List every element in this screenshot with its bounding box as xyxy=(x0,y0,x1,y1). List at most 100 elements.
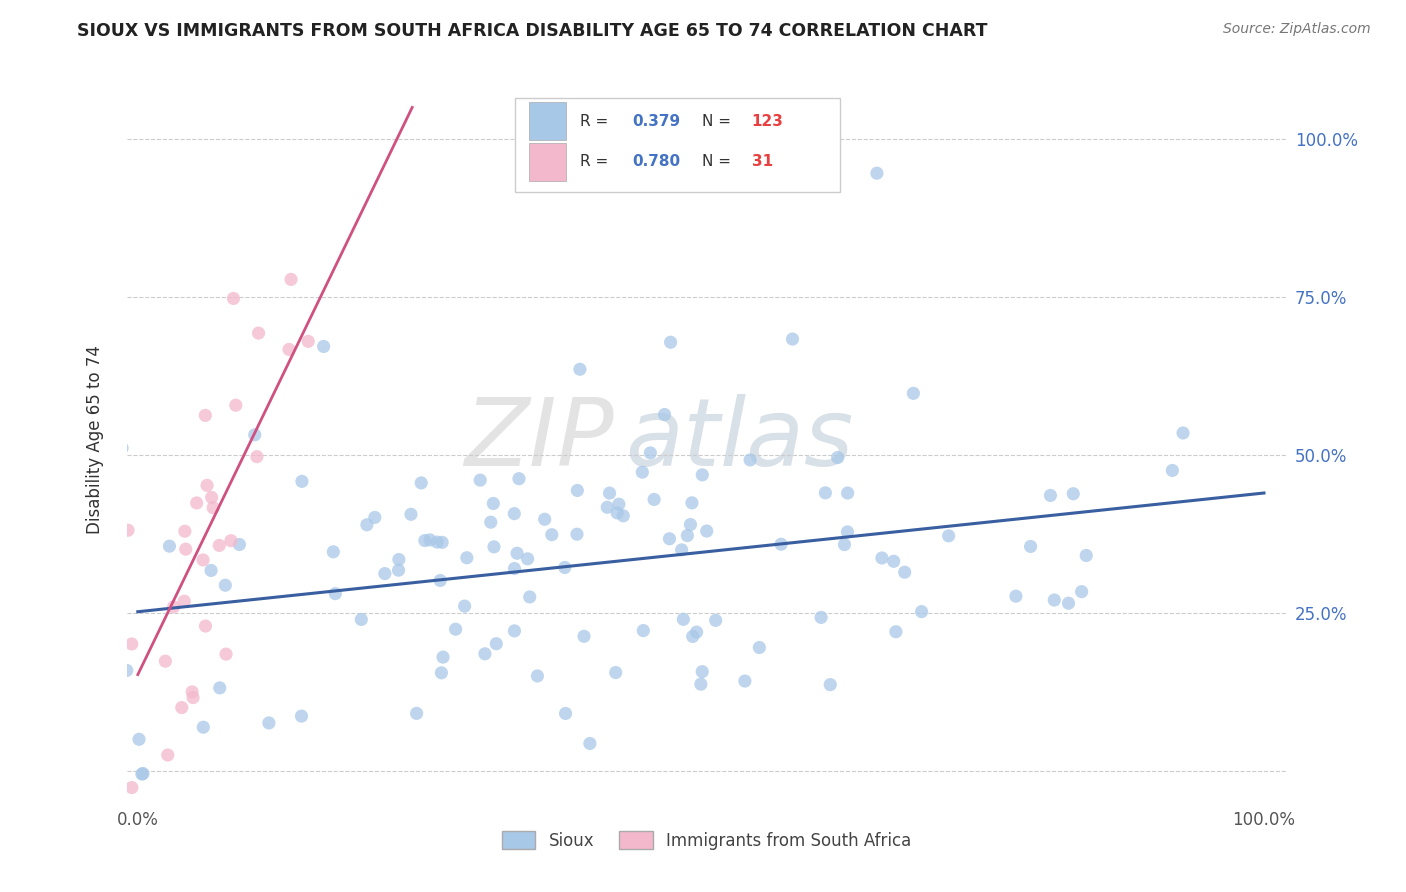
Text: N =: N = xyxy=(702,114,735,128)
Point xyxy=(201,491,224,505)
Point xyxy=(387,563,409,577)
Text: R =: R = xyxy=(581,114,613,128)
Point xyxy=(243,427,266,442)
Point xyxy=(105,558,128,572)
Point xyxy=(246,450,269,464)
Point xyxy=(503,561,526,575)
Point xyxy=(21,637,44,651)
Point xyxy=(485,637,508,651)
Text: atlas: atlas xyxy=(626,393,853,485)
Point xyxy=(671,542,693,557)
Point xyxy=(870,551,893,566)
Point xyxy=(689,677,711,691)
Point xyxy=(115,664,138,678)
Point xyxy=(605,665,627,680)
Point xyxy=(132,766,155,780)
Point xyxy=(734,674,756,689)
Point xyxy=(194,409,217,423)
Point xyxy=(356,517,378,532)
Point xyxy=(208,681,231,695)
Point xyxy=(516,551,538,566)
Point xyxy=(322,545,344,559)
Point xyxy=(606,506,628,520)
Point xyxy=(692,467,714,482)
Point xyxy=(280,272,302,286)
Point xyxy=(388,552,411,566)
Point xyxy=(640,446,662,460)
Point xyxy=(612,508,634,523)
Point xyxy=(866,166,889,180)
Point xyxy=(526,669,548,683)
Point xyxy=(679,517,702,532)
Point xyxy=(364,510,387,524)
Point xyxy=(508,472,530,486)
Point xyxy=(820,678,842,692)
Point xyxy=(682,629,704,643)
Point xyxy=(643,492,665,507)
Point xyxy=(482,496,505,510)
Point xyxy=(173,594,195,608)
Point xyxy=(1043,593,1066,607)
Point xyxy=(34,658,56,673)
Point xyxy=(676,528,699,542)
Point xyxy=(163,599,186,614)
Point xyxy=(444,622,467,636)
Point xyxy=(1039,488,1062,502)
FancyBboxPatch shape xyxy=(515,97,839,192)
Point xyxy=(503,624,526,638)
FancyBboxPatch shape xyxy=(529,143,567,181)
Point xyxy=(837,524,859,539)
Point xyxy=(470,473,492,487)
Point xyxy=(79,757,101,772)
Point xyxy=(554,560,576,574)
Point xyxy=(782,332,804,346)
Point xyxy=(1070,584,1092,599)
Point xyxy=(131,767,153,781)
Point xyxy=(533,512,555,526)
Point xyxy=(297,334,319,349)
Point xyxy=(748,640,770,655)
Text: 0.780: 0.780 xyxy=(633,154,681,169)
Point xyxy=(1161,463,1184,477)
Y-axis label: Disability Age 65 to 74: Disability Age 65 to 74 xyxy=(86,345,104,533)
Point xyxy=(810,610,832,624)
Point xyxy=(432,650,454,665)
Point xyxy=(579,736,602,750)
Point xyxy=(181,685,204,699)
Text: R =: R = xyxy=(581,154,613,169)
Point xyxy=(193,720,215,734)
Point xyxy=(540,527,562,541)
Point xyxy=(222,292,245,306)
Point xyxy=(411,475,433,490)
Point xyxy=(430,665,453,680)
Point xyxy=(1354,657,1376,671)
Point xyxy=(814,485,837,500)
Point xyxy=(257,715,280,730)
Point xyxy=(128,732,150,747)
Point xyxy=(1057,596,1080,610)
Point xyxy=(704,613,727,627)
Point xyxy=(893,566,915,580)
Point xyxy=(572,629,595,643)
Point xyxy=(599,486,621,500)
Point xyxy=(453,599,475,613)
Text: N =: N = xyxy=(702,154,735,169)
Text: 31: 31 xyxy=(752,154,773,169)
Point xyxy=(208,538,231,552)
Point xyxy=(654,408,676,422)
Point xyxy=(429,574,451,588)
Point xyxy=(1019,540,1042,554)
Point xyxy=(837,486,859,500)
Point xyxy=(607,497,630,511)
Point xyxy=(405,706,427,721)
Point xyxy=(910,605,932,619)
Point xyxy=(228,537,250,551)
Point xyxy=(312,339,335,353)
Point xyxy=(1005,589,1028,603)
Point xyxy=(506,546,529,560)
Text: ZIP: ZIP xyxy=(464,393,613,485)
Point xyxy=(567,483,589,498)
Point xyxy=(827,450,849,465)
Point xyxy=(278,343,301,357)
Point xyxy=(474,647,496,661)
